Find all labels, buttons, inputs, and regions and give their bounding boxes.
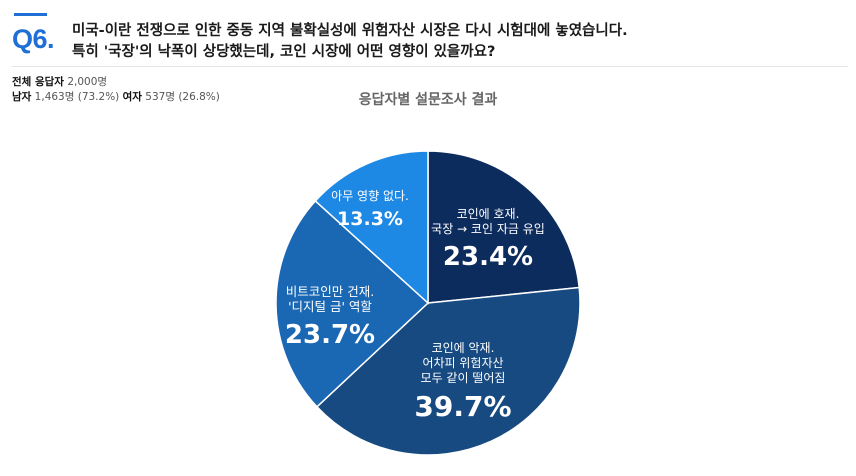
female-value: 537명 (26.8%)	[145, 91, 220, 103]
female-label: 여자	[122, 91, 142, 103]
slice-3-value: 23.7%	[285, 320, 375, 350]
slice-4-value: 13.3%	[337, 208, 403, 230]
male-label: 남자	[12, 91, 32, 103]
slice-label-1: 코인에 호재.국장 → 코인 자금 유입 23.4%	[431, 207, 545, 272]
chart-title: 응답자별 설문조사 결과	[358, 92, 498, 108]
male-value: 1,463명 (73.2%)	[34, 91, 120, 103]
slice-3-text-line-2: '디지털 금' 역할	[288, 299, 372, 314]
slice-label-3: 비트코인만 건재.'디지털 금' 역할 23.7%	[285, 284, 375, 350]
pie-slice-1	[427, 150, 581, 304]
question-number: Q6.	[12, 24, 55, 54]
gender-breakdown: 남자 1,463명 (73.2%) 여자 537명 (26.8%)	[12, 90, 220, 105]
slice-4-text-line-1: 아무 영향 없다.	[331, 189, 409, 203]
question-line-1: 미국-이란 전쟁으로 인한 중동 지역 불확실성에 위험자산 시장은 다시 시험…	[72, 23, 628, 39]
total-respondents: 전체 응답자 2,000명	[12, 75, 220, 90]
slice-2-text-line-1: 코인에 악재.	[432, 341, 495, 355]
pie-slice-3	[275, 199, 430, 408]
slice-2-text-line-3: 모두 같이 떨어짐	[421, 371, 506, 385]
slice-1-text-line-2: 국장 → 코인 자금 유입	[431, 222, 545, 236]
question-accent-bar	[14, 13, 47, 16]
question-text: 미국-이란 전쟁으로 인한 중동 지역 불확실성에 위험자산 시장은 다시 시험…	[72, 21, 772, 63]
header-divider	[12, 66, 848, 67]
slice-2-text-line-2: 어차피 위험자산	[422, 356, 503, 370]
total-label: 전체 응답자	[12, 76, 64, 88]
total-value: 2,000명	[67, 76, 108, 88]
slice-1-value: 23.4%	[443, 242, 533, 272]
slice-2-value: 39.7%	[414, 390, 511, 423]
pie-slice-4	[314, 150, 429, 305]
question-line-2: 특히 '국장'의 낙폭이 상당했는데, 코인 시장에 어떤 영향이 있을까요?	[72, 44, 496, 60]
slice-3-text-line-1: 비트코인만 건재.	[286, 284, 374, 299]
pie-slice-2	[315, 286, 581, 456]
slice-label-4: 아무 영향 없다. 13.3%	[331, 189, 409, 230]
slice-1-text-line-1: 코인에 호재.	[457, 207, 520, 221]
respondent-summary: 전체 응답자 2,000명 남자 1,463명 (73.2%) 여자 537명 …	[12, 75, 220, 105]
